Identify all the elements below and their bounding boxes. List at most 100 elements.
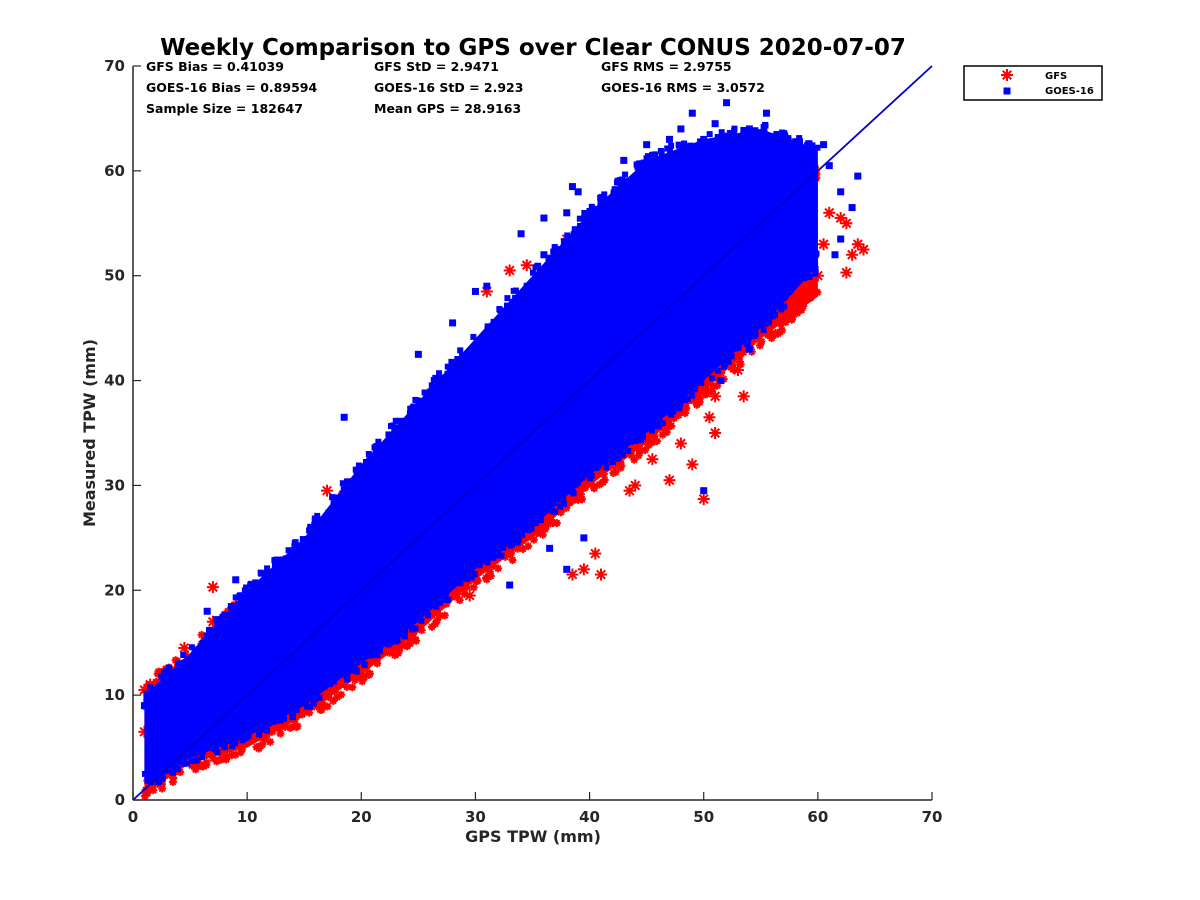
goes-point [531,280,538,287]
goes-point [330,678,337,685]
goes-point [339,494,346,501]
goes-point [140,702,148,710]
goes-point [770,303,777,310]
axes: 0 10 20 30 40 50 60 70 0 10 20 30 40 50 60 70 [104,57,942,826]
goes-point [426,395,433,402]
goes-point [522,519,529,526]
goes-point [454,356,461,363]
goes-point [414,350,422,358]
goes-point [409,414,416,421]
goes-point [604,199,611,206]
goes-point [563,209,571,217]
goes-point [216,628,223,635]
goes-point [264,727,271,734]
goes-point [790,146,797,153]
goes-point [581,467,588,474]
goes-point [312,695,319,702]
gfs-point [793,308,802,317]
goes-point [408,626,415,633]
goes-point [721,361,728,368]
goes-point [489,553,496,560]
goes-point [597,194,604,201]
goes-point [611,455,618,462]
legend-goes-marker [1003,87,1011,95]
goes-point [302,699,309,706]
goes-point [146,697,153,704]
goes-point [519,531,526,538]
goes-point [764,140,771,147]
goes-point [568,183,576,191]
gfs-point [503,264,516,277]
goes-point [604,453,611,460]
goes-point [621,444,628,451]
goes-point [350,667,357,674]
x-tick-label: 70 [922,808,943,826]
goes-point [593,464,600,471]
gfs-point [395,646,404,655]
goes-point [559,485,566,492]
goes-point [697,138,704,145]
goes-point [766,307,773,314]
goes-point [390,638,397,645]
goes-point [525,287,532,294]
gfs-point [191,765,200,774]
goes-point [679,392,686,399]
goes-point [761,127,768,134]
goes-point [752,127,759,134]
gfs-point [318,698,327,707]
goes-point [621,441,628,448]
goes-point [303,703,310,710]
gfs-point [451,591,460,600]
goes-point [700,135,708,143]
goes-point [728,353,735,360]
goes-point [436,372,443,379]
goes-point [788,279,795,286]
goes-point [593,205,600,212]
goes-point [722,141,729,148]
goes-point [397,419,404,426]
goes-point [150,686,157,693]
goes-point [173,761,180,768]
goes-point [331,500,338,507]
goes-point [314,680,321,687]
goes-point [298,692,305,699]
goes-point [464,576,471,583]
goes-point [662,404,669,411]
legend-box [963,65,1103,101]
goes-point [310,700,317,707]
goes-point [640,159,647,166]
goes-point [344,669,351,676]
goes-point [446,370,453,377]
goes-point [711,120,719,128]
goes-point [654,166,661,173]
goes-point [812,270,819,277]
goes-point [767,137,774,144]
goes-point [290,705,297,712]
gfs-point [206,581,219,594]
goes-point [371,640,378,647]
goes-point [146,693,153,700]
goes-point [199,748,206,755]
goes-point [368,651,375,658]
gfs-bias-stat: GFS Bias = 0.41039 [146,59,284,74]
goes-point [523,293,531,301]
gfs-point [781,318,790,327]
gfs-point [857,243,870,256]
goes-bias-stat: GOES-16 Bias = 0.89594 [146,80,317,95]
goes-point [444,586,451,593]
goes-point [151,775,158,782]
goes-point [366,644,373,651]
goes-point [586,207,593,214]
x-tick-label: 60 [807,808,828,826]
x-tick-label: 10 [237,808,258,826]
goes-point [703,148,710,155]
goes-point [672,391,679,398]
goes-point [275,561,282,568]
goes-point [748,323,755,330]
goes-point [797,269,804,276]
goes-point [802,156,810,164]
gfs-point [667,421,676,430]
goes-point [745,345,753,353]
goes-point [350,477,357,484]
goes-point [792,150,799,157]
